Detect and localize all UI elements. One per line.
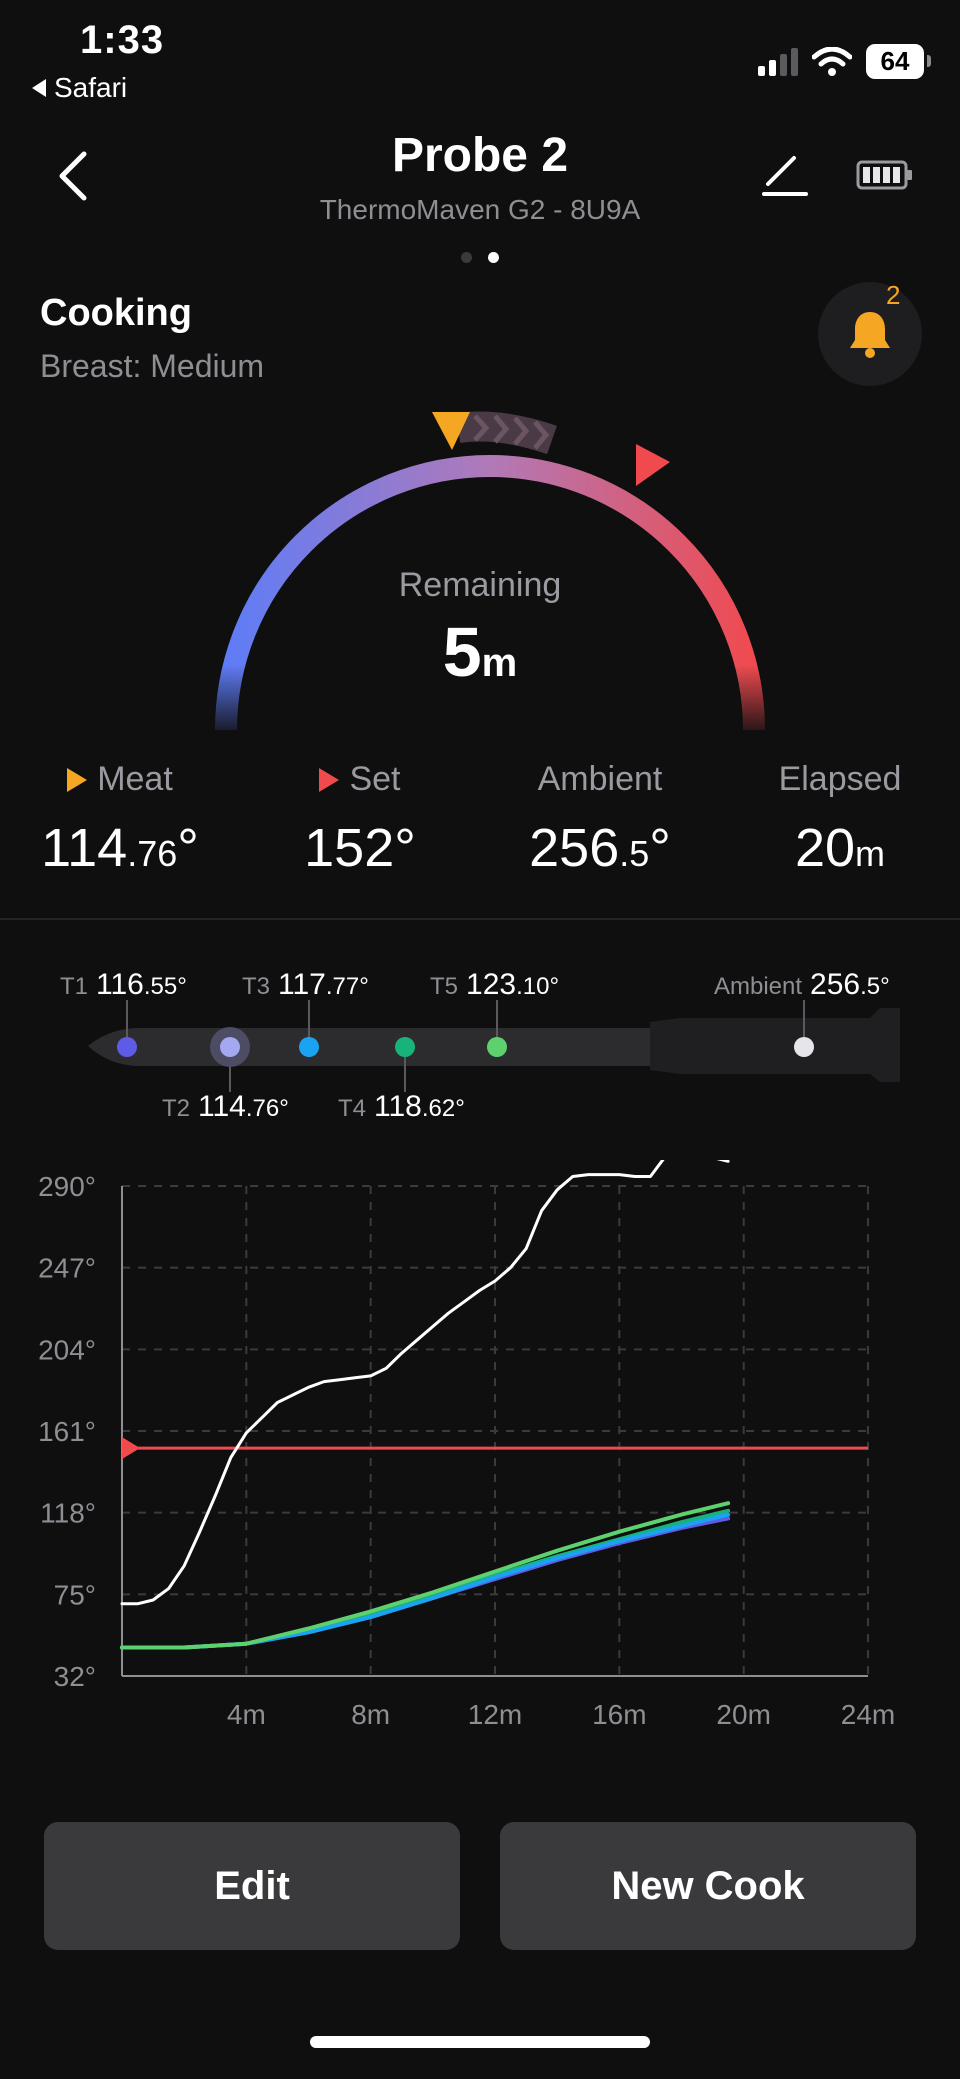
y-tick-label: 118° (40, 1498, 96, 1529)
series-line-2 (120, 1508, 731, 1650)
set-triangle-icon (319, 767, 340, 792)
y-tick-label: 32° (54, 1661, 96, 1692)
remaining-gauge (215, 411, 765, 731)
stat-elapsed: Elapsed 20m (720, 760, 960, 879)
y-tick-label: 161° (38, 1416, 96, 1447)
sensor-dot-ambient[interactable] (794, 1037, 814, 1057)
home-indicator[interactable] (310, 2036, 650, 2048)
meat-marker (432, 412, 470, 450)
stat-int: 256 (529, 818, 620, 878)
x-tick-label: 24m (841, 1699, 895, 1730)
cellular-signal-icon (758, 47, 798, 76)
sensor-label-t3: T3 117.77° (242, 968, 369, 1001)
sensor-label-ambient: Ambient 256.5° (714, 968, 890, 1001)
back-triangle-icon (32, 79, 46, 97)
remaining-number: 5 (442, 613, 482, 691)
back-app-label: Safari (54, 72, 128, 103)
progress-chevron-marks (473, 414, 550, 450)
notifications-button[interactable] (818, 282, 922, 386)
chevron-left-icon[interactable] (54, 150, 94, 202)
device-subtitle: ThermoMaven G2 - 8U9A (319, 194, 641, 225)
sensor-label-t4: T4 118.62° (338, 1090, 465, 1123)
meat-triangle-icon (67, 767, 88, 792)
x-tick-label: 20m (716, 1699, 770, 1730)
stat-int: 114 (41, 818, 128, 878)
remaining-value: 5m (0, 612, 960, 692)
set-line-marker (122, 1437, 140, 1460)
bell-icon (850, 312, 890, 358)
remaining-label: Remaining (398, 566, 562, 604)
page-dot-active[interactable] (488, 252, 499, 263)
stats-row: Meat 114.76° Set 152° Ambient 256.5° Ela… (0, 760, 960, 879)
sensor-dot-t3[interactable] (299, 1037, 319, 1057)
sensor-connector (496, 1000, 498, 1044)
sensor-connector (308, 1000, 310, 1044)
sensor-dot-t2[interactable] (220, 1037, 240, 1057)
battery-level: 64 (866, 44, 931, 79)
stat-label: Elapsed (778, 760, 902, 798)
series-line-0 (120, 1160, 730, 1606)
y-tick-label: 75° (54, 1579, 96, 1610)
new-cook-button[interactable]: New Cook (500, 1822, 916, 1950)
sensor-label-t2: T2 114.76° (162, 1090, 289, 1123)
probe-battery-icon (856, 160, 912, 190)
sensor-connector (803, 1000, 805, 1044)
x-tick-label: 12m (468, 1699, 522, 1730)
stat-set: Set 152° (240, 760, 480, 879)
status-time: 1:33 (80, 18, 165, 62)
stat-label: Ambient (537, 760, 663, 798)
x-tick-label: 16m (592, 1699, 646, 1730)
stat-int: 152 (304, 818, 395, 878)
wifi-icon (812, 46, 852, 76)
sensor-dot-t4[interactable] (395, 1037, 415, 1057)
cook-status: Cooking (40, 292, 192, 334)
stat-unit: ° (649, 818, 671, 878)
stat-unit: ° (394, 818, 416, 878)
x-tick-label: 4m (227, 1699, 266, 1730)
page-dot[interactable] (461, 252, 472, 263)
cook-preset: Breast: Medium (40, 348, 265, 384)
stat-label: Set (349, 760, 401, 798)
set-marker (636, 444, 670, 486)
sensor-dot-t1[interactable] (117, 1037, 137, 1057)
stat-meat: Meat 114.76° (0, 760, 240, 879)
sensor-connector (229, 1048, 231, 1092)
y-tick-label: 247° (38, 1253, 96, 1284)
notification-badge: 2 (886, 280, 901, 310)
page-indicator[interactable] (0, 252, 960, 263)
temperature-chart[interactable]: 290° 247° 204° 161° 118° 75° 32° 4m 8m 12m 16m 20m 2… (0, 1160, 960, 1740)
sensor-connector (404, 1048, 406, 1092)
stat-int: 20 (794, 818, 856, 878)
stat-unit: ° (177, 818, 199, 878)
stat-dec: .76 (127, 833, 178, 874)
y-tick-label: 204° (38, 1334, 96, 1365)
stat-ambient: Ambient 256.5° (480, 760, 720, 879)
edit-button[interactable]: Edit (44, 1822, 460, 1950)
status-icons: 64 (758, 44, 931, 79)
sensor-label-t5: T5 123.10° (430, 968, 560, 1001)
probe-sensor-map: T1 116.55° T2 114.76° T3 117.77° T4 118.62° … (0, 960, 960, 1130)
series-line-4 (120, 1501, 731, 1650)
page-title: Probe 2 (391, 129, 569, 182)
section-divider (0, 918, 960, 920)
pencil-icon[interactable] (760, 150, 810, 200)
sensor-connector (126, 1000, 128, 1044)
stat-unit: m (855, 833, 886, 874)
remaining-unit: m (481, 641, 518, 685)
y-tick-label: 290° (38, 1171, 96, 1202)
stat-dec: .5 (619, 833, 650, 874)
back-to-safari[interactable]: Safari (32, 72, 127, 104)
sensor-dot-t5[interactable] (487, 1037, 507, 1057)
x-tick-label: 8m (351, 1699, 390, 1730)
sensor-label-t1: T1 116.55° (60, 968, 187, 1001)
stat-label: Meat (97, 760, 173, 798)
